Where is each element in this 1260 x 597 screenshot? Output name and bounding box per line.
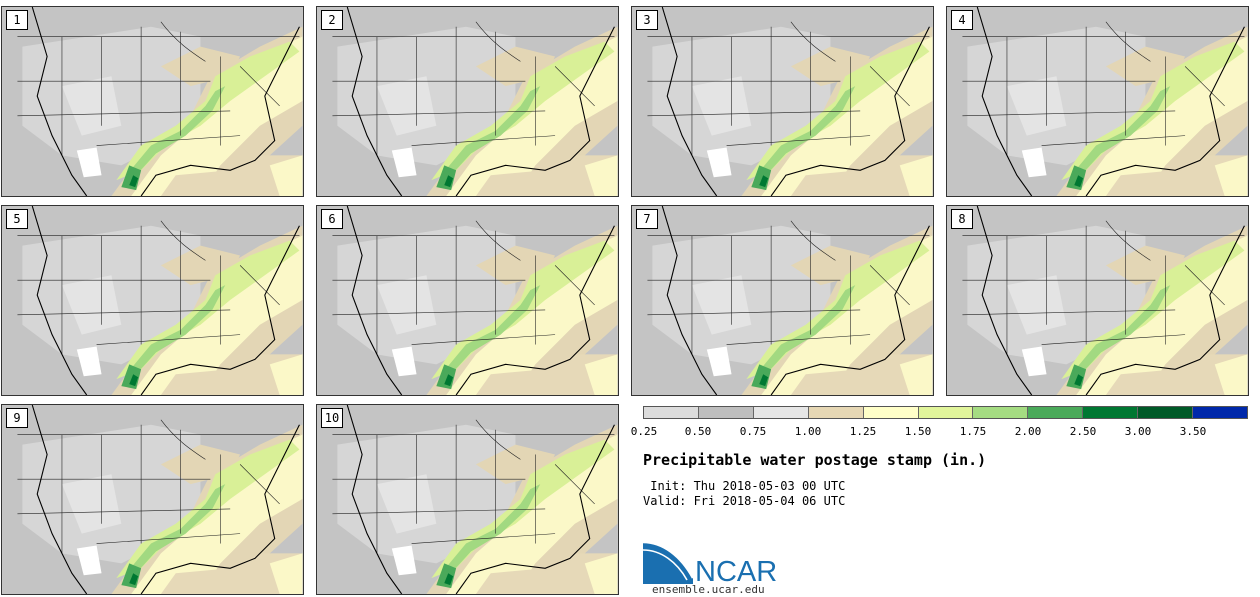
colorbar-segment [1028,407,1084,418]
map-panel-2: 2 [316,6,619,197]
colorbar-segment [918,407,974,418]
init-time: Init: Thu 2018-05-03 00 UTC [643,479,846,493]
colorbar-segment [808,407,864,418]
colorbar-tick-label: 1.00 [794,425,822,438]
colorbar-tick-label: 0.50 [684,425,712,438]
map-panel-6: 6 [316,205,619,396]
map-panel-4: 4 [946,6,1249,197]
map-image [317,405,618,594]
map-panel-1: 1 [1,6,304,197]
colorbar-tick-label: 0.25 [630,425,658,438]
colorbar-segment [863,407,919,418]
map-image [2,405,303,594]
colorbar-tick-label: 0.75 [739,425,767,438]
panel-number: 2 [321,10,343,30]
colorbar-tick-label: 1.50 [904,425,932,438]
panel-number: 3 [636,10,658,30]
colorbar [643,406,1248,419]
map-panel-8: 8 [946,205,1249,396]
colorbar-segment [753,407,809,418]
colorbar-tick-label: 2.50 [1069,425,1097,438]
map-image [632,7,933,196]
map-panel-5: 5 [1,205,304,396]
map-image [317,7,618,196]
map-image [317,206,618,395]
ncar-logo: NCAR [643,540,777,584]
colorbar-segment [1193,407,1247,418]
colorbar-segment [644,407,699,418]
colorbar-segment [1083,407,1139,418]
colorbar-tick-label: 3.00 [1124,425,1152,438]
colorbar-tick-label: 1.75 [959,425,987,438]
map-image [2,206,303,395]
panel-number: 5 [6,209,28,229]
colorbar-tick-label: 2.00 [1014,425,1042,438]
map-panel-10: 10 [316,404,619,595]
ncar-logo-text: NCAR [695,556,777,584]
map-image [947,206,1248,395]
map-panel-9: 9 [1,404,304,595]
colorbar-segment [698,407,754,418]
panel-number: 9 [6,408,28,428]
panel-number: 7 [636,209,658,229]
colorbar-segment [1138,407,1194,418]
panel-number: 4 [951,10,973,30]
map-panel-7: 7 [631,205,934,396]
site-url: ensemble.ucar.edu [652,583,765,596]
panel-number: 1 [6,10,28,30]
map-image [947,7,1248,196]
panel-number: 6 [321,209,343,229]
panel-number: 10 [321,408,343,428]
valid-time: Valid: Fri 2018-05-04 06 UTC [643,494,846,508]
chart-title: Precipitable water postage stamp (in.) [643,451,987,469]
map-image [632,206,933,395]
colorbar-tick-label: 3.50 [1179,425,1207,438]
colorbar-tick-label: 1.25 [849,425,877,438]
colorbar-segment [973,407,1029,418]
panel-number: 8 [951,209,973,229]
map-panel-3: 3 [631,6,934,197]
map-image [2,7,303,196]
